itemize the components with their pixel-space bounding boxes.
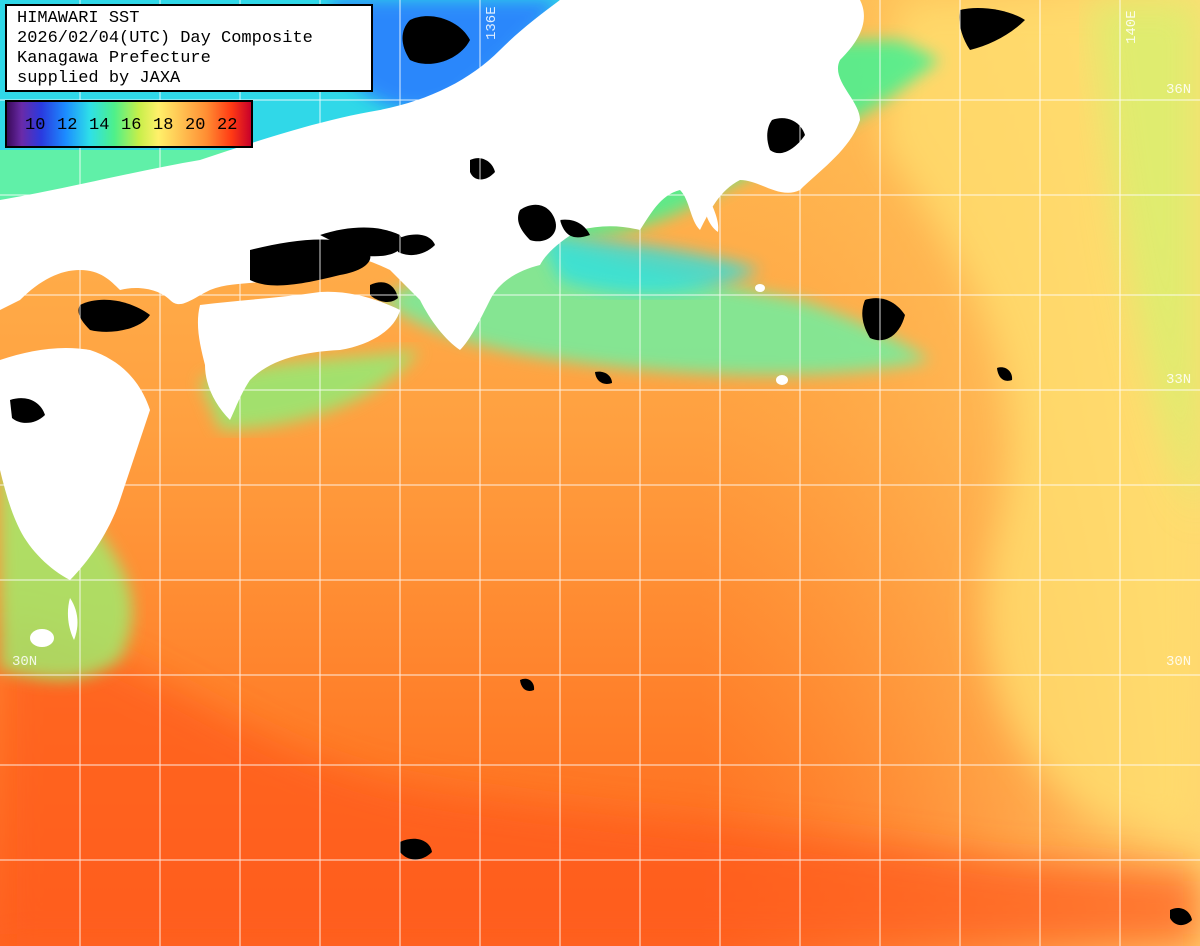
land-izu [704,190,719,232]
land-oshima [755,284,765,292]
land-boso [788,135,802,180]
south-warm-water [0,620,1200,946]
lon-label-140e: 140E [1124,10,1140,44]
land-miyake [776,375,788,385]
legend-label-22: 22 [217,116,238,135]
land-yakushima [30,629,54,647]
land-honshu [0,0,864,350]
lat-label-33n-right: 33N [1166,372,1192,388]
legend-label-14: 14 [89,116,110,135]
legend-label-10: 10 [25,116,46,135]
lat-label-30n-right: 30N [1166,654,1192,670]
clouds [10,8,1192,926]
title-line-3: Kanagawa Prefecture [17,49,211,68]
legend-label-12: 12 [57,116,78,135]
lat-label-36n-right: 36N [1166,82,1192,98]
legend-label-20: 20 [185,116,206,135]
title-line-1: HIMAWARI SST [17,9,140,28]
lat-label-33n-left: 33N [12,372,38,388]
title-box: HIMAWARI SST 2026/02/04(UTC) Day Composi… [5,4,373,92]
lon-label-136e: 136E [484,6,500,40]
lat-label-30n-left: 30N [12,654,38,670]
color-legend: 10 12 14 16 18 20 22 [5,100,253,148]
title-line-4: supplied by JAXA [17,69,181,88]
legend-label-16: 16 [121,116,142,135]
title-line-2: 2026/02/04(UTC) Day Composite [17,29,313,48]
land-shikoku [197,291,400,420]
legend-label-18: 18 [153,116,174,135]
land-tanegashima [67,598,78,640]
kii-cyan-water [540,235,760,294]
